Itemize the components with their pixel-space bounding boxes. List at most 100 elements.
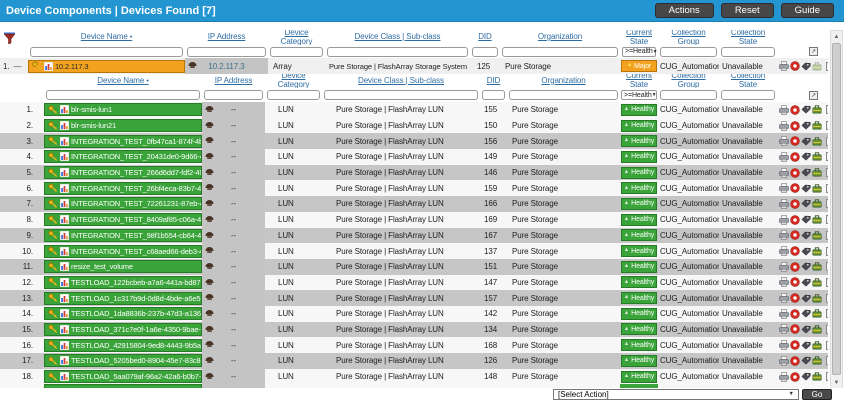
filter-collection-state-input[interactable] — [721, 46, 775, 57]
go-button[interactable]: Go — [802, 388, 832, 400]
lifebuoy-icon[interactable] — [790, 61, 800, 71]
col-header-current-state[interactable]: Current State — [626, 30, 652, 45]
filter-did-input[interactable] — [472, 46, 498, 57]
toolbox-icon[interactable] — [812, 231, 822, 240]
tag-icon[interactable] — [801, 137, 811, 146]
current-state-badge[interactable]: ▲ Healthy — [621, 245, 657, 258]
tag-icon[interactable] — [801, 215, 811, 224]
col-header-device-class[interactable]: Device Class | Sub-class — [354, 32, 441, 42]
device-name-link[interactable]: INTEGRATION_TEST_26bf4eca-83b7-421a- — [44, 181, 202, 195]
current-state-badge[interactable]: ▲ Healthy — [621, 292, 657, 305]
printer-icon[interactable] — [779, 246, 789, 256]
lifebuoy-icon[interactable] — [790, 324, 800, 335]
printer-icon[interactable] — [779, 120, 789, 131]
filter-device-category-input[interactable] — [267, 90, 320, 100]
device-name-link[interactable]: blr-smis-lun1 — [44, 103, 202, 117]
toolbox-icon[interactable] — [812, 372, 822, 381]
device-name-link[interactable]: INTEGRATION_TEST_266d6dd7-fdf2-40c4-8 — [44, 166, 202, 180]
actions-button[interactable]: Actions — [654, 3, 714, 18]
toolbox-icon[interactable] — [812, 341, 822, 350]
col-header-device-name[interactable]: Device Name • — [80, 32, 133, 42]
lifebuoy-icon[interactable] — [790, 105, 800, 115]
lifebuoy-icon[interactable] — [790, 246, 800, 256]
col-header-organization[interactable]: Organization — [537, 32, 583, 42]
toolbox-icon[interactable] — [812, 168, 822, 177]
lifebuoy-icon[interactable] — [790, 152, 800, 162]
col-header-collection-state[interactable]: Collection State — [730, 74, 766, 88]
select-all-icon[interactable]: ↗ — [809, 90, 818, 100]
tag-icon[interactable] — [801, 356, 811, 365]
lifebuoy-icon[interactable] — [790, 371, 800, 382]
filter-organization-input[interactable] — [509, 90, 618, 100]
filter-device-name-input[interactable] — [46, 90, 200, 100]
current-state-badge[interactable]: ▲ Healthy — [621, 197, 657, 210]
toolbox-icon[interactable] — [812, 121, 822, 130]
toolbox-icon[interactable] — [812, 61, 822, 71]
device-name-link[interactable]: TESTLOAD_371c7e0f-1a6e-4350-9bae-daa2 — [44, 322, 202, 336]
toolbox-icon[interactable] — [812, 199, 822, 208]
printer-icon[interactable] — [779, 277, 789, 288]
lifebuoy-icon[interactable] — [790, 230, 800, 241]
printer-icon[interactable] — [779, 167, 789, 178]
row-checkbox[interactable] — [826, 309, 828, 319]
lifebuoy-icon[interactable] — [790, 214, 800, 225]
row-checkbox[interactable] — [826, 230, 828, 240]
printer-icon[interactable] — [779, 356, 789, 366]
lifebuoy-icon[interactable] — [790, 120, 800, 131]
printer-icon[interactable] — [779, 324, 789, 335]
scroll-up-arrow[interactable]: ▲ — [833, 33, 840, 40]
row-checkbox[interactable] — [826, 246, 828, 256]
filter-ip-address-input[interactable] — [204, 90, 263, 100]
current-state-badge[interactable]: ▲ Healthy — [621, 276, 657, 289]
current-state-badge[interactable]: ▲ Major — [621, 60, 657, 72]
col-header-collection-state[interactable]: Collection State — [730, 30, 766, 45]
device-name-link[interactable]: TESTLOAD_122bcbeb-a7a6-441a-bd87-8716 — [44, 275, 202, 289]
row-checkbox[interactable] — [826, 168, 828, 178]
col-header-organization[interactable]: Organization — [541, 75, 586, 85]
tag-icon[interactable] — [801, 231, 811, 240]
row-checkbox[interactable] — [826, 136, 828, 146]
row-checkbox[interactable] — [826, 61, 828, 71]
row-checkbox[interactable] — [826, 262, 828, 272]
filter-collection-state-input[interactable] — [721, 90, 775, 100]
device-name-link[interactable]: TESTLOAD_42915804-9ed8-4443-9b5a-fdcb — [44, 338, 202, 352]
filter-funnel-icon[interactable] — [3, 32, 16, 44]
lifebuoy-icon[interactable] — [790, 136, 800, 146]
device-name-link[interactable]: INTEGRATION_TEST_20431de0-9d66-440d- — [44, 150, 202, 164]
row-checkbox[interactable] — [826, 105, 828, 115]
current-state-badge[interactable]: ▲ Healthy — [621, 323, 657, 336]
current-state-badge[interactable]: ▲ Healthy — [621, 307, 657, 320]
lifebuoy-icon[interactable] — [790, 262, 800, 272]
current-state-badge[interactable]: ▲ Healthy — [621, 166, 657, 179]
scroll-down-arrow[interactable]: ▼ — [833, 379, 840, 386]
current-state-badge[interactable]: ▲ Healthy — [621, 229, 657, 242]
tag-icon[interactable] — [801, 105, 811, 114]
col-header-ip-address[interactable]: IP Address — [214, 75, 253, 85]
device-name-link[interactable]: INTEGRATION_TEST_98f1b554-cb64-44e4-a — [44, 228, 202, 242]
filter-current-state-select[interactable]: >=Health ▼ — [621, 90, 657, 100]
current-state-badge[interactable]: ▲ Healthy — [621, 260, 657, 273]
printer-icon[interactable] — [779, 293, 789, 303]
tag-icon[interactable] — [801, 372, 811, 381]
tag-icon[interactable] — [801, 341, 811, 350]
row-checkbox[interactable] — [826, 340, 828, 350]
current-state-badge[interactable]: ▲ Healthy — [621, 135, 657, 148]
printer-icon[interactable] — [779, 61, 789, 71]
printer-icon[interactable] — [779, 261, 789, 272]
filter-current-state-select[interactable]: >=Health ▼ — [622, 46, 658, 57]
row-checkbox[interactable] — [826, 152, 828, 162]
current-state-badge[interactable]: ▲ Healthy — [621, 213, 657, 226]
filter-collection-group-input[interactable] — [660, 46, 717, 57]
lifebuoy-icon[interactable] — [790, 340, 800, 350]
collapse-toggle-icon[interactable]: — — [13, 61, 22, 71]
lifebuoy-icon[interactable] — [790, 293, 800, 303]
tag-icon[interactable] — [801, 199, 811, 209]
printer-icon[interactable] — [779, 105, 789, 115]
lifebuoy-icon[interactable] — [790, 183, 800, 193]
toolbox-icon[interactable] — [812, 105, 822, 114]
device-name-link[interactable]: TESTLOAD_5205bed0-8904-45e7-83c8-c81f — [44, 354, 202, 368]
reset-button[interactable]: Reset — [720, 3, 774, 18]
printer-icon[interactable] — [779, 371, 789, 382]
scrollbar-thumb[interactable] — [832, 43, 841, 375]
row-checkbox[interactable] — [826, 199, 828, 209]
